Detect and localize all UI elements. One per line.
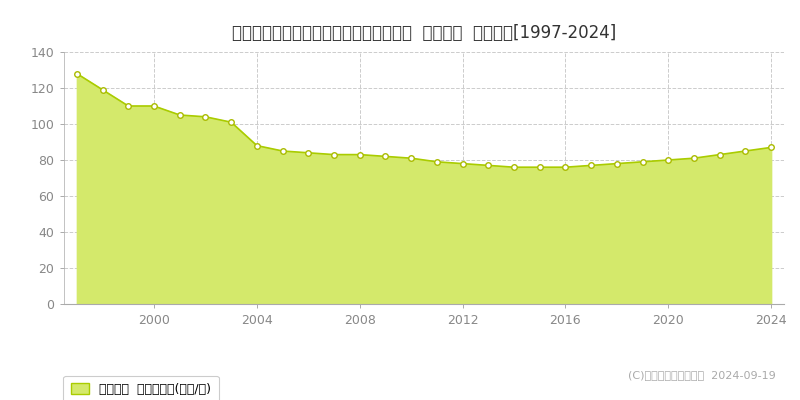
Title: 鹿児島県鹿児島市荒田１丁目３０番１４  基準地価  地価推移[1997-2024]: 鹿児島県鹿児島市荒田１丁目３０番１４ 基準地価 地価推移[1997-2024] — [232, 24, 616, 42]
Text: (C)土地価格ドットコム  2024-09-19: (C)土地価格ドットコム 2024-09-19 — [628, 370, 776, 380]
Legend: 基準地価  平均坪単価(万円/坪): 基準地価 平均坪単価(万円/坪) — [63, 376, 219, 400]
